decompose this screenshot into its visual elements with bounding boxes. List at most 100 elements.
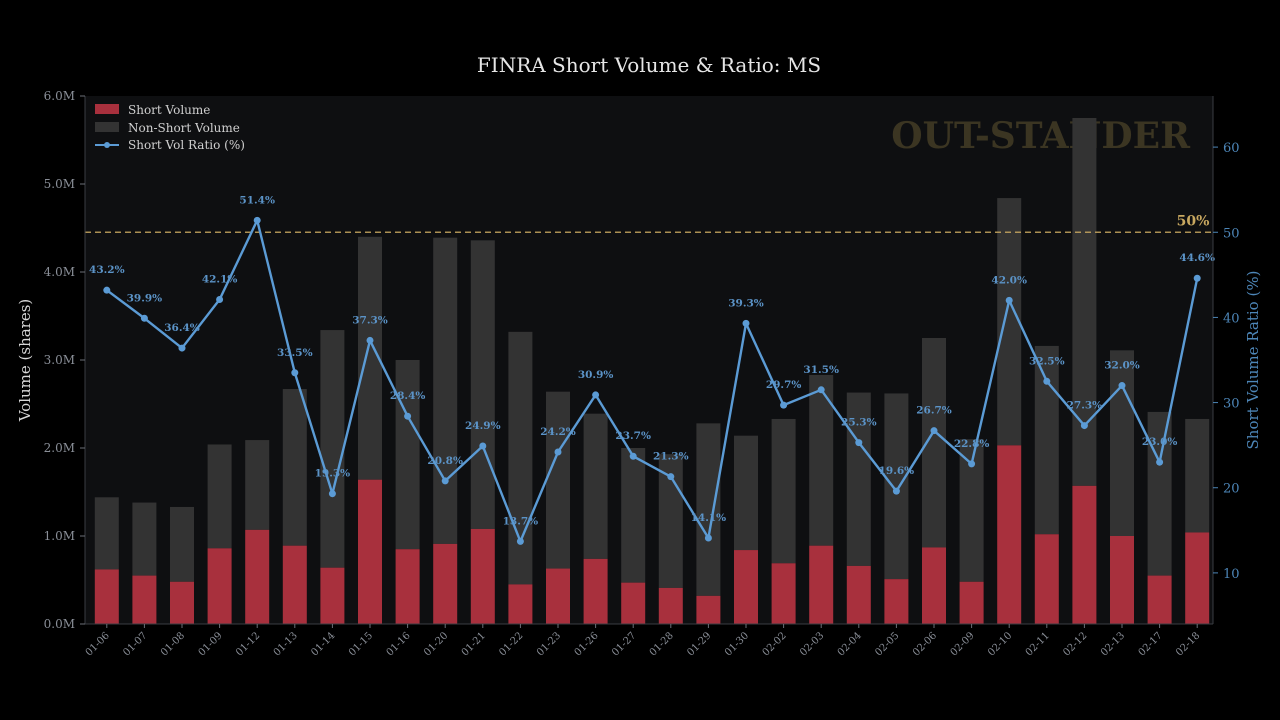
ratio-point-02-09 (968, 460, 976, 468)
ratio-point-01-15 (366, 336, 374, 344)
y2-tick-label-20: 20 (1223, 482, 1240, 497)
y-axis-label: Volume (shares) (16, 299, 34, 423)
bar-nonshort-02-18 (1185, 418, 1210, 533)
bar-short-01-07 (132, 575, 157, 624)
ratio-label-01-29: 14.1% (691, 512, 727, 524)
bar-short-02-11 (1034, 534, 1059, 624)
bar-short-01-20 (433, 543, 458, 624)
ratio-label-01-30: 39.3% (728, 297, 764, 309)
bar-nonshort-01-06 (94, 497, 119, 570)
bar-short-02-12 (1072, 485, 1097, 624)
ratio-label-01-06: 43.2% (89, 264, 125, 276)
ratio-point-02-02 (780, 401, 788, 409)
ratio-point-01-21 (479, 442, 487, 450)
bar-short-02-09 (959, 581, 984, 624)
bar-short-01-30 (734, 550, 758, 624)
ratio-label-01-28: 21.3% (653, 451, 689, 463)
ratio-label-02-12: 27.3% (1067, 400, 1103, 412)
ratio-label-02-18: 44.6% (1179, 252, 1215, 264)
ratio-label-01-20: 20.8% (427, 455, 463, 467)
bar-nonshort-01-21 (470, 240, 495, 529)
bar-short-01-15 (358, 479, 382, 624)
bar-nonshort-01-07 (132, 502, 157, 576)
y-tick-label-3.0M: 3.0M (44, 353, 75, 367)
y2-tick-label-50: 50 (1223, 226, 1240, 241)
bar-short-01-08 (170, 581, 194, 624)
bar-short-01-12 (245, 529, 270, 624)
bar-nonshort-01-23 (546, 391, 570, 569)
y-tick-label-0.0M: 0.0M (44, 617, 75, 631)
bar-nonshort-01-12 (245, 440, 270, 530)
bar-nonshort-01-29 (696, 423, 721, 596)
bar-nonshort-02-05 (884, 393, 909, 580)
ratio-point-01-07 (140, 314, 148, 322)
y-tick-label-4.0M: 4.0M (44, 265, 75, 279)
legend-label-ratio: Short Vol Ratio (%) (128, 138, 245, 152)
bar-nonshort-01-20 (433, 237, 458, 544)
ratio-label-02-09: 22.8% (954, 438, 990, 450)
ratio-label-02-11: 32.5% (1029, 355, 1065, 367)
ratio-point-01-12 (253, 216, 261, 224)
ratio-label-02-04: 25.3% (841, 417, 877, 429)
ratio-label-01-21: 24.9% (465, 420, 501, 432)
legend-swatch-short (95, 104, 119, 114)
ratio-label-01-08: 36.4% (164, 322, 200, 334)
bar-short-02-03 (809, 545, 834, 624)
ratio-point-02-04 (855, 439, 863, 447)
y-tick-label-6.0M: 6.0M (44, 89, 75, 103)
legend-swatch-nonshort (95, 122, 119, 132)
bar-short-01-21 (470, 528, 495, 624)
bar-nonshort-01-08 (170, 506, 194, 582)
legend-label-nonshort: Non-Short Volume (128, 121, 240, 135)
bar-nonshort-02-11 (1034, 345, 1059, 535)
bar-short-01-22 (508, 584, 533, 624)
ratio-label-01-07: 39.9% (127, 292, 163, 304)
ratio-point-01-30 (742, 319, 750, 327)
ratio-point-01-29 (704, 534, 712, 542)
bar-short-01-09 (207, 548, 232, 624)
bar-nonshort-02-02 (771, 418, 796, 564)
ratio-point-01-27 (629, 452, 637, 460)
bars-layer (94, 118, 1210, 624)
ratio-label-01-09: 42.1% (202, 274, 238, 286)
ratio-point-02-06 (930, 427, 938, 435)
bar-nonshort-02-04 (846, 392, 871, 566)
ratio-label-01-13: 33.5% (277, 347, 313, 359)
ratio-point-02-13 (1118, 382, 1126, 390)
ratio-label-02-03: 31.5% (803, 364, 839, 376)
ratio-point-01-16 (404, 412, 412, 420)
bar-short-02-04 (846, 565, 871, 624)
bar-nonshort-01-16 (395, 360, 420, 550)
bar-short-01-28 (658, 587, 683, 624)
ratio-point-02-17 (1156, 458, 1164, 466)
bar-nonshort-01-22 (508, 331, 533, 585)
ratio-label-01-26: 30.9% (578, 369, 614, 381)
watermark-text: OUT-STANDER (891, 115, 1191, 157)
reference-line-layer: 50% (85, 213, 1213, 234)
ratio-point-02-12 (1080, 422, 1088, 430)
bar-short-01-16 (395, 549, 420, 624)
ratio-point-01-28 (667, 473, 675, 481)
y2-tick-label-10: 10 (1223, 567, 1240, 582)
ratio-point-01-23 (554, 448, 562, 456)
y-tick-label-2.0M: 2.0M (44, 441, 75, 455)
plot-area (85, 96, 1213, 624)
y-tick-label-5.0M: 5.0M (44, 177, 75, 191)
ratio-label-02-05: 19.6% (879, 465, 915, 477)
legend-swatch-ratio-marker (104, 142, 110, 148)
bar-short-02-18 (1185, 532, 1210, 624)
y2-tick-label-60: 60 (1223, 141, 1240, 156)
bar-nonshort-02-17 (1147, 411, 1172, 576)
ratio-line (106, 219, 1199, 543)
ratio-label-02-02: 29.7% (766, 379, 802, 391)
ratio-point-01-08 (178, 344, 186, 352)
ratio-label-02-10: 42.0% (991, 274, 1027, 286)
bar-short-02-05 (884, 579, 909, 624)
bar-nonshort-01-14 (320, 330, 345, 568)
ratio-line-layer: 43.2% 39.9% 36.4% 42.1% 51.4% 33.5% 19.3% 37.3%… (89, 194, 1215, 545)
ratio-label-01-16: 28.4% (390, 390, 426, 402)
y2-tick-label-40: 40 (1223, 311, 1240, 326)
bar-nonshort-01-26 (583, 413, 608, 559)
ratio-label-01-12: 51.4% (239, 194, 275, 206)
